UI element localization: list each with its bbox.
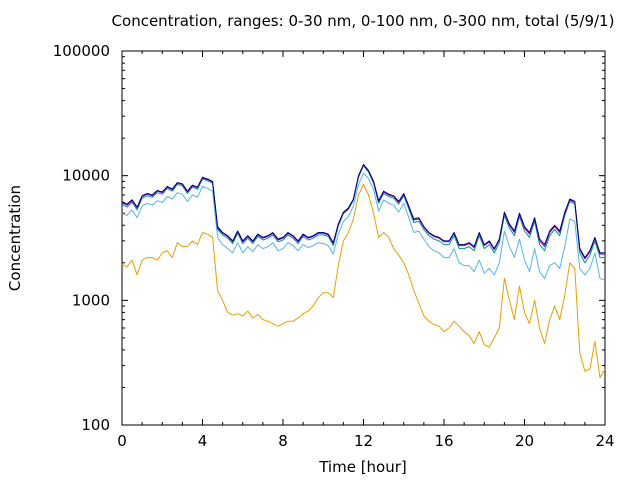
series-line-1 — [121, 164, 605, 259]
axis-ticks: 0 4 8 12 16 20 24 100 1000 10000 100000 — [53, 42, 615, 450]
y-tick-label: 1000 — [72, 291, 110, 309]
series-line-2 — [121, 164, 605, 260]
x-tick-label: 12 — [354, 432, 373, 450]
x-tick-label: 0 — [117, 432, 127, 450]
x-tick-label: 20 — [515, 432, 534, 450]
x-axis-label: Time [hour] — [318, 458, 407, 476]
series-lines — [121, 164, 606, 379]
y-tick-label: 10000 — [62, 167, 110, 185]
x-tick-label: 4 — [198, 432, 208, 450]
y-tick-label: 100000 — [53, 42, 110, 60]
x-tick-label: 16 — [434, 432, 453, 450]
x-tick-label: 8 — [278, 432, 288, 450]
y-axis-label: Concentration — [6, 185, 24, 291]
series-line-3 — [121, 165, 605, 264]
series-line-5 — [121, 184, 606, 379]
plot-frame — [121, 50, 606, 426]
x-tick-label: 24 — [595, 432, 614, 450]
series-line-4 — [121, 172, 606, 281]
chart-title: Concentration, ranges: 0-30 nm, 0-100 nm… — [112, 12, 615, 30]
y-tick-label: 100 — [81, 416, 110, 434]
